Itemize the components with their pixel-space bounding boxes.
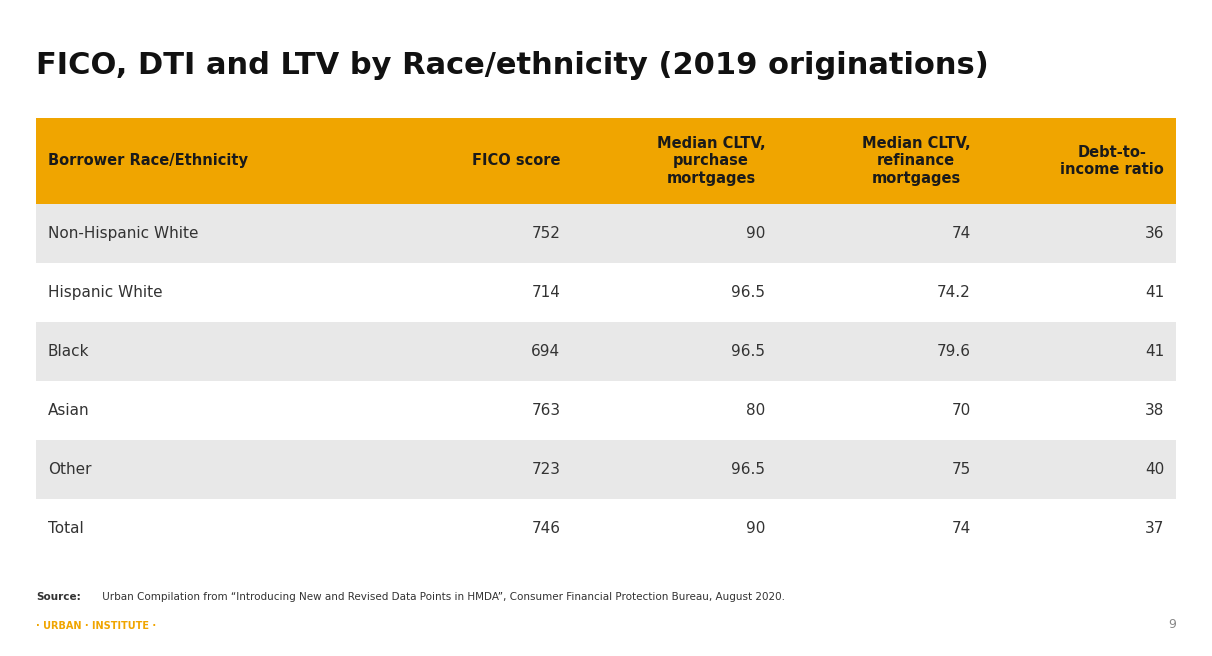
Text: 714: 714 bbox=[532, 285, 560, 300]
FancyBboxPatch shape bbox=[777, 204, 982, 263]
FancyBboxPatch shape bbox=[777, 380, 982, 440]
Text: 41: 41 bbox=[1145, 285, 1165, 300]
Text: · URBAN · INSTITUTE ·: · URBAN · INSTITUTE · bbox=[36, 621, 156, 631]
Text: Borrower Race/Ethnicity: Borrower Race/Ethnicity bbox=[47, 154, 247, 169]
FancyBboxPatch shape bbox=[572, 321, 777, 380]
Text: 36: 36 bbox=[1145, 226, 1165, 241]
FancyBboxPatch shape bbox=[378, 204, 572, 263]
Text: 746: 746 bbox=[531, 521, 560, 535]
FancyBboxPatch shape bbox=[378, 263, 572, 321]
Text: 90: 90 bbox=[747, 226, 766, 241]
FancyBboxPatch shape bbox=[378, 380, 572, 440]
Text: 79.6: 79.6 bbox=[937, 344, 971, 359]
FancyBboxPatch shape bbox=[36, 263, 378, 321]
FancyBboxPatch shape bbox=[777, 440, 982, 499]
Text: 96.5: 96.5 bbox=[732, 344, 766, 359]
Text: Non-Hispanic White: Non-Hispanic White bbox=[47, 226, 199, 241]
Text: 74: 74 bbox=[951, 521, 971, 535]
Text: Hispanic White: Hispanic White bbox=[47, 285, 162, 300]
Text: 74: 74 bbox=[951, 226, 971, 241]
Text: 723: 723 bbox=[531, 462, 560, 477]
FancyBboxPatch shape bbox=[572, 204, 777, 263]
FancyBboxPatch shape bbox=[378, 118, 572, 204]
FancyBboxPatch shape bbox=[777, 321, 982, 380]
Text: 75: 75 bbox=[951, 462, 971, 477]
FancyBboxPatch shape bbox=[777, 118, 982, 204]
Text: 763: 763 bbox=[531, 403, 560, 418]
Text: Median CLTV,
purchase
mortgages: Median CLTV, purchase mortgages bbox=[657, 136, 766, 186]
Text: 96.5: 96.5 bbox=[732, 462, 766, 477]
FancyBboxPatch shape bbox=[572, 499, 777, 558]
Text: Black: Black bbox=[47, 344, 90, 359]
FancyBboxPatch shape bbox=[572, 440, 777, 499]
Text: Source:: Source: bbox=[36, 592, 81, 602]
FancyBboxPatch shape bbox=[982, 263, 1176, 321]
Text: Median CLTV,
refinance
mortgages: Median CLTV, refinance mortgages bbox=[862, 136, 971, 186]
FancyBboxPatch shape bbox=[36, 440, 378, 499]
FancyBboxPatch shape bbox=[777, 263, 982, 321]
FancyBboxPatch shape bbox=[36, 499, 378, 558]
FancyBboxPatch shape bbox=[982, 380, 1176, 440]
Text: 41: 41 bbox=[1145, 344, 1165, 359]
FancyBboxPatch shape bbox=[378, 440, 572, 499]
FancyBboxPatch shape bbox=[378, 499, 572, 558]
Text: 90: 90 bbox=[747, 521, 766, 535]
Text: 9: 9 bbox=[1168, 618, 1176, 631]
FancyBboxPatch shape bbox=[572, 263, 777, 321]
Text: Debt-to-
income ratio: Debt-to- income ratio bbox=[1060, 145, 1165, 177]
Text: Asian: Asian bbox=[47, 403, 90, 418]
Text: 694: 694 bbox=[531, 344, 560, 359]
FancyBboxPatch shape bbox=[572, 118, 777, 204]
FancyBboxPatch shape bbox=[36, 380, 378, 440]
FancyBboxPatch shape bbox=[982, 118, 1176, 204]
FancyBboxPatch shape bbox=[982, 440, 1176, 499]
FancyBboxPatch shape bbox=[36, 204, 378, 263]
Text: FICO, DTI and LTV by Race/ethnicity (2019 originations): FICO, DTI and LTV by Race/ethnicity (201… bbox=[36, 51, 989, 80]
FancyBboxPatch shape bbox=[982, 204, 1176, 263]
FancyBboxPatch shape bbox=[982, 321, 1176, 380]
Text: 752: 752 bbox=[532, 226, 560, 241]
FancyBboxPatch shape bbox=[982, 499, 1176, 558]
Text: 70: 70 bbox=[951, 403, 971, 418]
FancyBboxPatch shape bbox=[378, 321, 572, 380]
Text: 80: 80 bbox=[747, 403, 766, 418]
FancyBboxPatch shape bbox=[36, 321, 378, 380]
Text: 40: 40 bbox=[1145, 462, 1165, 477]
Text: 74.2: 74.2 bbox=[937, 285, 971, 300]
Text: Total: Total bbox=[47, 521, 84, 535]
Text: 37: 37 bbox=[1145, 521, 1165, 535]
FancyBboxPatch shape bbox=[36, 118, 378, 204]
Text: 38: 38 bbox=[1145, 403, 1165, 418]
FancyBboxPatch shape bbox=[572, 380, 777, 440]
FancyBboxPatch shape bbox=[777, 499, 982, 558]
Text: Other: Other bbox=[47, 462, 91, 477]
Text: 96.5: 96.5 bbox=[732, 285, 766, 300]
Text: Urban Compilation from “Introducing New and Revised Data Points in HMDA”, Consum: Urban Compilation from “Introducing New … bbox=[99, 592, 785, 602]
Text: FICO score: FICO score bbox=[471, 154, 560, 169]
